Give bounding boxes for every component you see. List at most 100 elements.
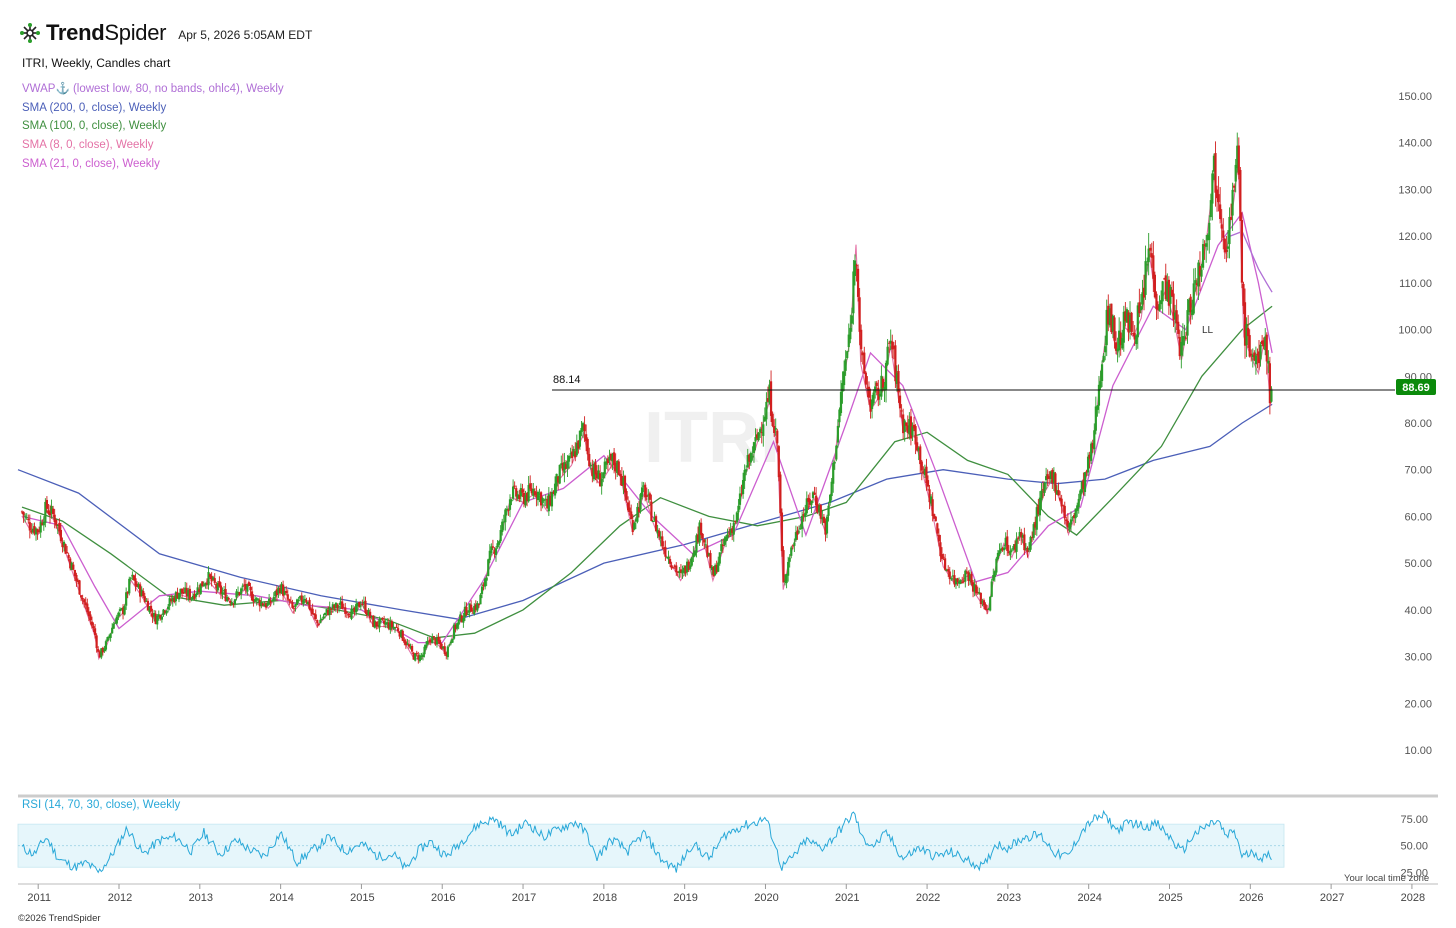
candle-body (1125, 309, 1129, 323)
candle-body (86, 603, 89, 613)
candle-body (1203, 244, 1206, 246)
candle-body (1147, 248, 1150, 263)
candle-body (894, 345, 897, 382)
candle-body (1136, 305, 1139, 338)
candle-body (776, 430, 779, 444)
candle-body (586, 439, 589, 455)
candle-body (227, 598, 230, 600)
candle-body (314, 614, 317, 620)
candle-body (948, 571, 951, 580)
candle-body (996, 552, 1000, 559)
candle-body (585, 434, 588, 442)
candle-body (417, 655, 420, 660)
candle-body (891, 341, 894, 350)
candle-body (1139, 306, 1143, 311)
candle-body (1160, 300, 1163, 305)
legend-sma-21[interactable]: SMA (21, 0, close), Weekly (22, 157, 160, 170)
candle-body (282, 584, 285, 596)
candle-body (779, 474, 782, 514)
candle-body (701, 533, 704, 539)
candle-body (706, 545, 709, 557)
candle-body (367, 610, 370, 616)
candle-body (387, 622, 390, 629)
candle-body (1037, 505, 1040, 515)
x-tick-label: 2021 (835, 892, 859, 904)
candle-body (1195, 283, 1198, 286)
candle-body (494, 548, 498, 555)
candle-body (1262, 340, 1265, 347)
candle-body (888, 342, 891, 344)
candle-body (712, 567, 715, 577)
legend-vwap[interactable]: VWAP⚓ (lowest low, 80, no bands, ohlc4),… (22, 83, 284, 95)
candle-body (319, 619, 322, 624)
candle-body (1254, 355, 1257, 365)
candle-body (693, 550, 697, 556)
candle-body (1063, 505, 1066, 519)
candle-body (925, 466, 928, 484)
candle-body (748, 454, 751, 462)
candle-body (484, 578, 487, 587)
candle-body (448, 644, 451, 646)
candle-body (707, 553, 710, 556)
candle-body (571, 451, 574, 459)
candle-body (821, 517, 824, 520)
candle-body (681, 570, 684, 574)
timestamp: Apr 5, 2026 5:05AM EDT (178, 27, 313, 42)
candle-body (504, 509, 507, 523)
candle-body (109, 633, 112, 638)
candle-body (376, 624, 380, 627)
candle-body (286, 594, 289, 600)
candle-body (970, 573, 973, 583)
candle-body (1054, 473, 1057, 493)
last-price-value: 88.69 (1402, 382, 1430, 394)
candle-body (575, 442, 578, 456)
candle-body (942, 556, 945, 558)
candle-body (459, 614, 462, 621)
candle-body (69, 558, 72, 569)
candle-body (815, 495, 818, 506)
legend-sma-100[interactable]: SMA (100, 0, close), Weekly (22, 120, 167, 133)
candle-body (502, 521, 505, 523)
candle-body (704, 544, 707, 546)
candle-body (1180, 341, 1183, 356)
candle-body (1012, 545, 1015, 550)
candle-body (1111, 315, 1115, 332)
candle-body (1122, 311, 1125, 343)
candle-body (233, 599, 237, 605)
legend-sma-200[interactable]: SMA (200, 0, close), Weekly (22, 101, 167, 114)
rsi-label[interactable]: RSI (14, 70, 30, close), Weekly (22, 799, 181, 811)
candle-body (971, 582, 975, 592)
x-tick-label: 2025 (1158, 892, 1182, 904)
candle-body (22, 511, 25, 516)
candle-body (1158, 304, 1161, 311)
candle-body (125, 592, 128, 606)
candle-body (36, 529, 39, 533)
candle-body (625, 491, 628, 500)
candle-body (759, 428, 762, 433)
candle-body (773, 426, 776, 433)
candle-body (686, 561, 689, 573)
candle-body (1051, 469, 1054, 484)
candle-body (1186, 310, 1189, 336)
candle-body (476, 603, 479, 611)
candle-body (766, 398, 770, 402)
candle-body (583, 424, 586, 432)
candle-body (440, 643, 443, 650)
candle-body (311, 608, 314, 615)
legend-sma-8[interactable]: SMA (8, 0, close), Weekly (22, 139, 154, 152)
candle-body (414, 653, 417, 661)
candle-body (154, 613, 157, 624)
candle-body (383, 620, 386, 624)
candle-body (560, 463, 563, 466)
candle-body (909, 416, 913, 439)
candle-body (1055, 490, 1059, 495)
candle-body (813, 492, 816, 495)
candle-body (867, 386, 871, 398)
candle-body (306, 601, 310, 604)
candle-body (491, 546, 494, 548)
candle-body (796, 530, 799, 535)
candle-body (389, 621, 392, 630)
candle-body (1183, 336, 1186, 339)
candle-body (1200, 269, 1203, 277)
